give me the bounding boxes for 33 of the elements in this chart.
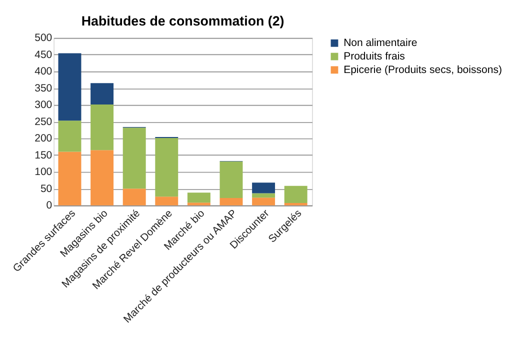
bar bbox=[155, 138, 178, 197]
bar bbox=[58, 120, 82, 152]
bar bbox=[90, 104, 114, 150]
bar bbox=[220, 161, 243, 198]
legend-label: Produits frais bbox=[344, 50, 405, 62]
bar bbox=[252, 182, 276, 194]
y-tick-label: 250 bbox=[34, 116, 52, 128]
y-tick-label: 0 bbox=[46, 200, 52, 212]
y-tick-label: 150 bbox=[34, 149, 52, 162]
bar bbox=[155, 196, 178, 206]
y-tick-label: 500 bbox=[34, 32, 52, 44]
legend-label: Non alimentaire bbox=[344, 37, 418, 50]
bar bbox=[284, 186, 308, 203]
y-tick-label: 300 bbox=[34, 99, 52, 112]
bar bbox=[220, 198, 243, 206]
bar bbox=[252, 198, 276, 206]
y-tick-label: 350 bbox=[34, 82, 52, 94]
chart-title: Habitudes de consommation (2) bbox=[81, 13, 284, 28]
bar bbox=[187, 202, 210, 206]
bar bbox=[58, 152, 82, 206]
y-tick-label: 400 bbox=[34, 66, 52, 78]
bar bbox=[90, 150, 114, 206]
bar bbox=[252, 193, 276, 198]
bar bbox=[122, 188, 146, 206]
bar bbox=[90, 83, 114, 105]
bar bbox=[187, 192, 210, 203]
y-tick-label: 50 bbox=[40, 182, 52, 195]
legend-label: Epicerie (Produits secs, boissons) bbox=[344, 64, 502, 76]
bar bbox=[122, 128, 146, 189]
bar bbox=[58, 53, 82, 121]
y-tick-label: 200 bbox=[34, 132, 52, 145]
y-tick-label: 450 bbox=[34, 48, 52, 61]
y-tick-label: 100 bbox=[34, 166, 52, 178]
